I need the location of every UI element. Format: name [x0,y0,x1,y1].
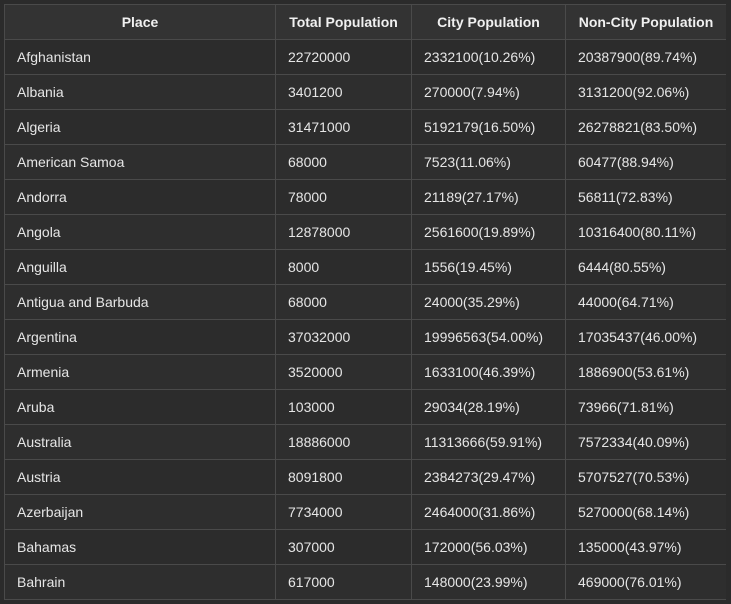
non-city-population-cell: 73966(71.81%) [565,389,726,425]
table-body: Afghanistan 22720000 2332100(10.26%) 203879… [4,39,726,600]
non-city-population-cell: 17035437(46.00%) [565,319,726,355]
place-cell: Aruba [4,389,276,425]
total-population-cell: 37032000 [275,319,412,355]
non-city-population-cell: 20387900(89.74%) [565,39,726,75]
non-city-population-cell: 44000(64.71%) [565,284,726,320]
total-population-cell: 307000 [275,529,412,565]
place-cell: Armenia [4,354,276,390]
city-population-cell: 2561600(19.89%) [411,214,566,250]
city-population-cell: 24000(35.29%) [411,284,566,320]
city-population-cell: 29034(28.19%) [411,389,566,425]
total-population-cell: 31471000 [275,109,412,145]
non-city-population-cell: 7572334(40.09%) [565,424,726,460]
place-cell: Algeria [4,109,276,145]
non-city-population-cell: 469000(76.01%) [565,564,726,600]
population-table: Place Total Population City Population N… [4,4,726,600]
table-row: Albania 3401200 270000(7.94%) 3131200(92.06… [4,74,726,110]
table-row: Anguilla 8000 1556(19.45%) 6444(80.55%) [4,249,726,285]
place-cell: American Samoa [4,144,276,180]
table-container: Place Total Population City Population N… [4,4,726,604]
column-header-place[interactable]: Place [4,4,276,40]
non-city-population-cell: 5270000(68.14%) [565,494,726,530]
non-city-population-cell: 5707527(70.53%) [565,459,726,495]
non-city-population-cell: 135000(43.97%) [565,529,726,565]
column-header-city-population[interactable]: City Population [411,4,566,40]
city-population-cell: 148000(23.99%) [411,564,566,600]
table-row: Australia 18886000 11313666(59.91%) 7572334… [4,424,726,460]
place-cell: Australia [4,424,276,460]
total-population-cell: 3401200 [275,74,412,110]
table-row: Argentina 37032000 19996563(54.00%) 1703543… [4,319,726,355]
total-population-cell: 3520000 [275,354,412,390]
total-population-cell: 8000 [275,249,412,285]
city-population-cell: 2332100(10.26%) [411,39,566,75]
table-row: Andorra 78000 21189(27.17%) 56811(72.83%) [4,179,726,215]
table-row: Bahrain 617000 148000(23.99%) 469000(76.01%… [4,564,726,600]
city-population-cell: 1556(19.45%) [411,249,566,285]
non-city-population-cell: 6444(80.55%) [565,249,726,285]
city-population-cell: 2384273(29.47%) [411,459,566,495]
place-cell: Angola [4,214,276,250]
total-population-cell: 78000 [275,179,412,215]
non-city-population-cell: 1886900(53.61%) [565,354,726,390]
place-cell: Argentina [4,319,276,355]
city-population-cell: 5192179(16.50%) [411,109,566,145]
table-row: Afghanistan 22720000 2332100(10.26%) 203879… [4,39,726,75]
non-city-population-cell: 3131200(92.06%) [565,74,726,110]
total-population-cell: 12878000 [275,214,412,250]
place-cell: Azerbaijan [4,494,276,530]
table-row: Azerbaijan 7734000 2464000(31.86%) 5270000(… [4,494,726,530]
city-population-cell: 19996563(54.00%) [411,319,566,355]
table-row: Algeria 31471000 5192179(16.50%) 26278821(8… [4,109,726,145]
total-population-cell: 68000 [275,284,412,320]
column-header-total-population[interactable]: Total Population [275,4,412,40]
total-population-cell: 7734000 [275,494,412,530]
place-cell: Antigua and Barbuda [4,284,276,320]
non-city-population-cell: 10316400(80.11%) [565,214,726,250]
non-city-population-cell: 56811(72.83%) [565,179,726,215]
total-population-cell: 18886000 [275,424,412,460]
table-header: Place Total Population City Population N… [4,4,726,40]
table-row: Austria 8091800 2384273(29.47%) 5707527(70.… [4,459,726,495]
table-row: Bahamas 307000 172000(56.03%) 135000(43.97%… [4,529,726,565]
place-cell: Bahamas [4,529,276,565]
city-population-cell: 270000(7.94%) [411,74,566,110]
table-row: Angola 12878000 2561600(19.89%) 10316400(80… [4,214,726,250]
city-population-cell: 172000(56.03%) [411,529,566,565]
table-row: American Samoa 68000 7523(11.06%) 60477(88.… [4,144,726,180]
header-row: Place Total Population City Population N… [4,4,726,40]
place-cell: Anguilla [4,249,276,285]
column-header-non-city-population[interactable]: Non-City Population [565,4,726,40]
city-population-cell: 1633100(46.39%) [411,354,566,390]
place-cell: Austria [4,459,276,495]
table-row: Armenia 3520000 1633100(46.39%) 1886900(53.… [4,354,726,390]
total-population-cell: 617000 [275,564,412,600]
place-cell: Afghanistan [4,39,276,75]
city-population-cell: 21189(27.17%) [411,179,566,215]
city-population-cell: 2464000(31.86%) [411,494,566,530]
place-cell: Bahrain [4,564,276,600]
table-row: Antigua and Barbuda 68000 24000(35.29%) 440… [4,284,726,320]
non-city-population-cell: 60477(88.94%) [565,144,726,180]
total-population-cell: 22720000 [275,39,412,75]
non-city-population-cell: 26278821(83.50%) [565,109,726,145]
place-cell: Andorra [4,179,276,215]
city-population-cell: 7523(11.06%) [411,144,566,180]
city-population-cell: 11313666(59.91%) [411,424,566,460]
total-population-cell: 8091800 [275,459,412,495]
total-population-cell: 103000 [275,389,412,425]
table-row: Aruba 103000 29034(28.19%) 73966(71.81%) [4,389,726,425]
total-population-cell: 68000 [275,144,412,180]
place-cell: Albania [4,74,276,110]
